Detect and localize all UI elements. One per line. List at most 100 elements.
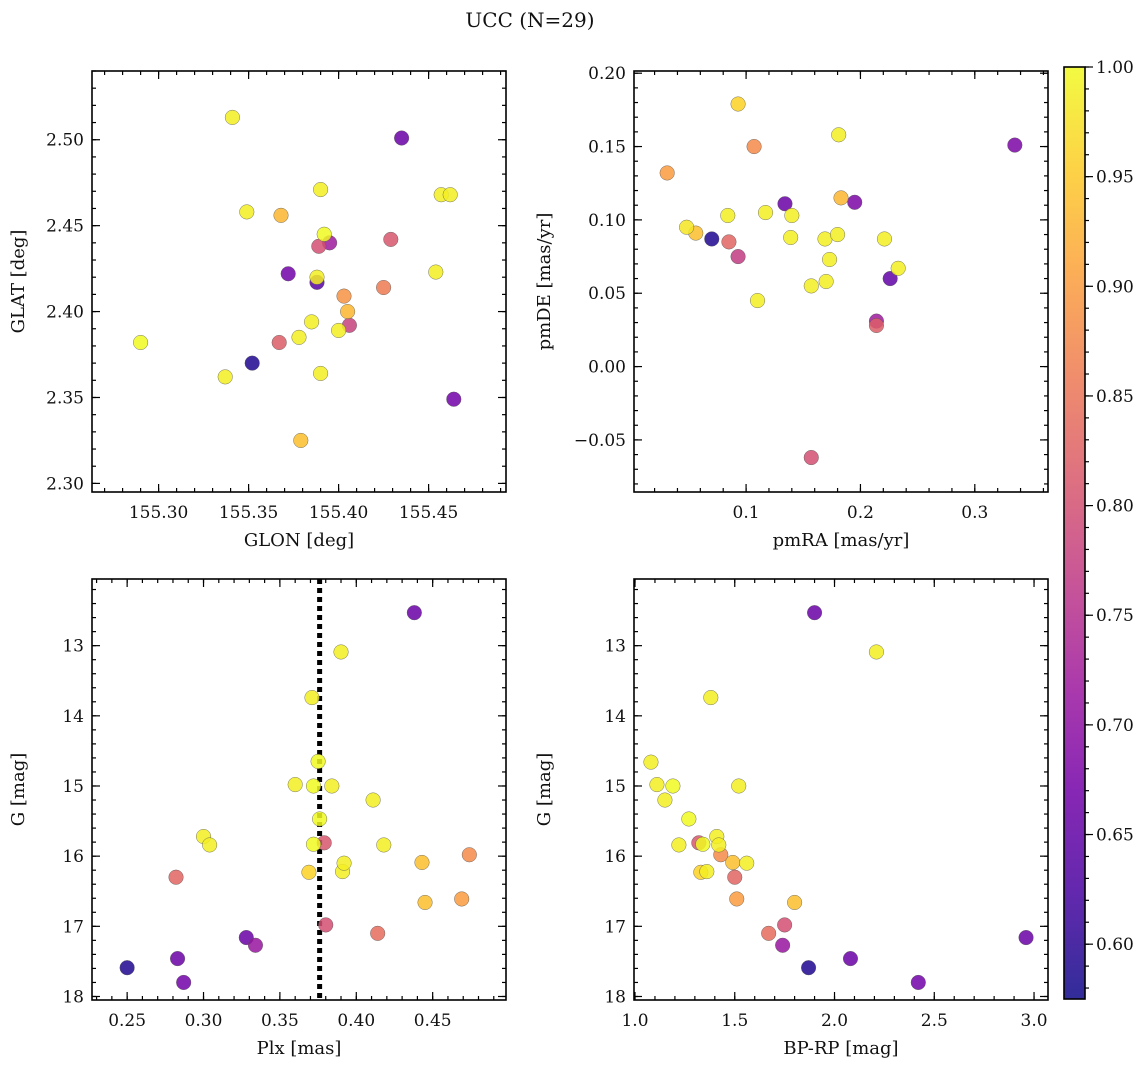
y-axis-label: GLAT [deg]: [8, 230, 29, 334]
data-point: [830, 227, 846, 243]
x-tick-label: 3.0: [1021, 1011, 1048, 1031]
data-point: [659, 165, 675, 181]
y-axis-label: G [mag]: [8, 753, 29, 826]
y-tick-label: −0.05: [574, 431, 626, 451]
x-tick-label: 155.30: [129, 503, 188, 523]
data-point: [1007, 137, 1023, 153]
data-point: [803, 278, 819, 294]
data-point: [739, 855, 755, 871]
data-point: [777, 917, 793, 933]
data-point: [310, 753, 326, 769]
data-point: [306, 778, 322, 794]
data-point: [730, 96, 746, 112]
y-tick-label: 16: [604, 847, 626, 867]
data-point: [336, 855, 352, 871]
x-axis-label: GLON [deg]: [244, 530, 354, 551]
data-point: [376, 837, 392, 853]
data-point: [831, 127, 847, 143]
points-layer: [133, 109, 462, 448]
colorbar-tick-label: 0.90: [1096, 277, 1134, 297]
x-tick-label: 155.40: [309, 503, 368, 523]
data-point: [787, 894, 803, 910]
panel-4: 1.0 1.5 2.0 2.5 3.0 13 14 15 16 17 18 BP-RP [mag] G …: [534, 578, 1049, 1059]
data-point: [304, 314, 320, 330]
x-tick-label: 2.0: [821, 1011, 848, 1031]
x-tick-label: 155.35: [219, 503, 278, 523]
x-axis-label: pmRA [mas/yr]: [773, 530, 910, 551]
data-point: [313, 182, 329, 198]
panel-2: 0.1 0.2 0.3 −0.05 0.00 0.05 0.10 0.15 0.20 pmRA […: [534, 64, 1049, 551]
axes-frame: [91, 70, 507, 493]
data-point: [224, 109, 240, 125]
data-point: [783, 229, 799, 245]
x-axis-label: Plx [mas]: [257, 1038, 342, 1059]
data-point: [119, 960, 135, 976]
data-point: [803, 450, 819, 466]
x-tick-label: 0.45: [414, 1011, 452, 1031]
data-point: [316, 226, 332, 242]
data-point: [833, 190, 849, 206]
data-point: [801, 960, 817, 976]
panel-1: 155.30 155.35 155.40 155.45 2.30 2.35 2.40 2.45…: [8, 70, 507, 551]
data-point: [313, 365, 329, 381]
colorbar-tick-label: 0.70: [1096, 716, 1134, 736]
data-point: [758, 205, 774, 221]
data-point: [750, 293, 766, 309]
y-tick-label: 17: [604, 917, 626, 937]
x-tick-label: 155.45: [399, 503, 458, 523]
data-point: [170, 951, 186, 967]
data-point: [665, 778, 681, 794]
data-point: [777, 196, 793, 212]
data-point: [784, 207, 800, 223]
data-point: [699, 864, 715, 880]
data-point: [306, 836, 322, 852]
colorbar-tick-label: 0.60: [1096, 935, 1134, 955]
data-point: [454, 891, 470, 907]
data-point: [868, 318, 884, 334]
data-point: [890, 260, 906, 276]
x-tick-label: 1.5: [721, 1011, 748, 1031]
y-tick-label: 15: [62, 777, 84, 797]
x-tick-label: 0.1: [733, 503, 760, 523]
data-point: [301, 864, 317, 880]
x-tick-label: 0.2: [847, 503, 874, 523]
y-tick-label: 13: [604, 637, 626, 657]
data-point: [176, 974, 192, 990]
data-point: [417, 894, 433, 910]
y-tick-label: 0.00: [588, 358, 626, 378]
data-point: [681, 811, 697, 827]
colorbar-gradient: [1064, 67, 1085, 999]
axes-frame: [633, 578, 1049, 1001]
data-point: [729, 891, 745, 907]
data-point: [324, 778, 340, 794]
colorbar: 0.60 0.65 0.70 0.75 0.80 0.85 0.90 0.95 1.00: [1063, 58, 1134, 1000]
y-axis-label: G [mag]: [534, 753, 555, 826]
data-point: [842, 951, 858, 967]
y-tick-label: 14: [62, 707, 84, 727]
colorbar-tick-label: 0.75: [1096, 606, 1134, 626]
points-layer: [659, 96, 1023, 466]
data-point: [383, 231, 399, 247]
y-tick-label: 2.45: [46, 217, 84, 237]
data-point: [446, 391, 462, 407]
data-point: [273, 207, 289, 223]
data-point: [818, 274, 834, 290]
data-point: [168, 869, 184, 885]
data-point: [239, 204, 255, 220]
data-point: [414, 854, 430, 870]
data-point: [643, 754, 659, 770]
y-tick-label: 2.30: [46, 474, 84, 494]
data-point: [133, 335, 149, 351]
data-point: [244, 355, 260, 371]
ticks: [92, 70, 506, 492]
x-tick-label: 2.5: [921, 1011, 948, 1031]
data-point: [695, 836, 711, 852]
data-point: [202, 837, 218, 853]
data-point: [657, 792, 673, 808]
data-point: [730, 249, 746, 265]
y-tick-label: 18: [604, 987, 626, 1007]
y-tick-label: 0.10: [588, 211, 626, 231]
data-point: [868, 644, 884, 660]
y-tick-label: 0.05: [588, 284, 626, 304]
